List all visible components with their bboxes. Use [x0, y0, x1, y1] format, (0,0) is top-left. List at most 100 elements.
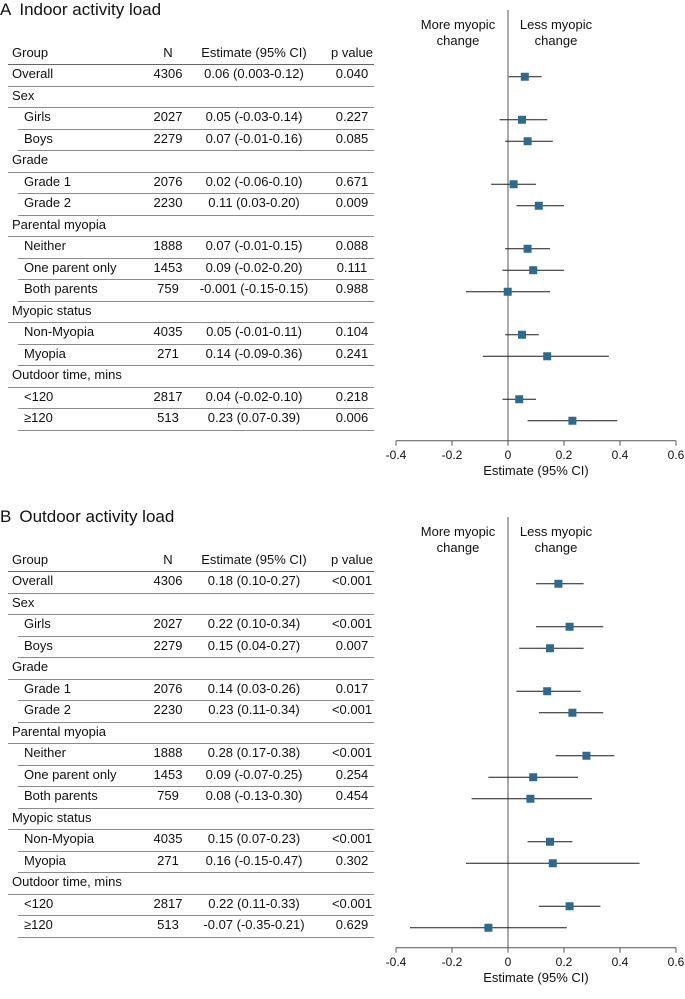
direction-label-line: change: [436, 33, 480, 48]
row-rule: [18, 915, 374, 916]
row-label: One parent only: [24, 766, 117, 782]
row-rule: [18, 936, 374, 938]
row-label: Grade 1: [24, 680, 71, 696]
row-estimate: 0.11 (0.03-0.20): [208, 195, 300, 210]
less-myopic-label: Less myopic change: [506, 17, 606, 49]
row-p-value: 0.017: [335, 680, 369, 696]
row-estimate: 0.06 (0.003-0.12): [204, 66, 304, 81]
row-label: Grade 2: [24, 195, 71, 210]
x-tick-label: -0.4: [386, 955, 407, 969]
row-estimate: 0.16 (-0.15-0.47): [205, 852, 303, 868]
column-header-estimate: Estimate (95% CI): [201, 45, 307, 60]
row-rule: [18, 700, 374, 701]
row-label: Neither: [24, 745, 66, 760]
row-rule: [18, 635, 374, 637]
row-p-value: 0.671: [335, 173, 369, 189]
row-label: Non-Myopia: [24, 324, 95, 339]
subgroup-header: Myopic status: [12, 302, 92, 318]
subgroup-header: Sex: [12, 594, 35, 610]
x-tick-label: 0: [505, 955, 512, 969]
subgroup-header: Sex: [12, 87, 35, 103]
row-estimate: 0.04 (-0.02-0.10): [205, 388, 303, 404]
row-rule: [8, 107, 374, 108]
row-rule: [8, 236, 374, 237]
direction-label-line: change: [436, 540, 480, 555]
estimate-marker: [543, 352, 552, 361]
row-n: 759: [157, 788, 179, 803]
row-p-value: 0.006: [335, 410, 369, 425]
row-estimate: 0.09 (-0.07-0.25): [205, 766, 303, 782]
x-axis-label: Estimate (95% CI): [483, 970, 588, 985]
row-p-value: 0.254: [335, 766, 369, 782]
row-label: Myopia: [24, 345, 66, 361]
row-p-value: <0.001: [331, 895, 373, 911]
row-rule: [18, 214, 374, 216]
estimate-marker: [534, 201, 543, 210]
row-rule: [18, 850, 374, 852]
row-rule: [8, 171, 374, 173]
row-n: 4035: [153, 324, 183, 339]
estimate-marker: [526, 794, 535, 803]
row-label: Girls: [24, 109, 51, 124]
direction-label-line: More myopic: [420, 524, 496, 539]
row-estimate: 0.22 (0.11-0.33): [208, 895, 300, 911]
estimate-marker: [520, 72, 529, 81]
row-p-value: <0.001: [331, 573, 373, 588]
row-estimate: 0.28 (0.17-0.38): [207, 745, 301, 760]
estimate-marker: [529, 266, 538, 275]
column-header-estimate: Estimate (95% CI): [201, 552, 307, 567]
direction-label-line: Less myopic: [519, 524, 593, 539]
row-estimate: 0.23 (0.11-0.34): [208, 702, 300, 717]
row-estimate: 0.15 (0.07-0.23): [207, 831, 301, 846]
x-tick-label: -0.2: [442, 955, 463, 969]
row-label: <120: [24, 388, 54, 404]
row-label: Boys: [24, 130, 53, 146]
row-p-value: 0.241: [335, 345, 369, 361]
x-tick-label: 0.4: [612, 955, 629, 969]
row-rule: [18, 408, 374, 409]
row-n: 2076: [153, 173, 183, 189]
column-header-n: N: [163, 552, 173, 567]
row-rule: [18, 764, 374, 766]
subgroup-header: Parental myopia: [12, 216, 106, 232]
subgroup-header: Grade: [12, 152, 49, 167]
row-estimate: 0.14 (-0.09-0.36): [205, 345, 303, 361]
row-rule: [18, 365, 374, 366]
row-estimate: -0.001 (-0.15-0.15): [199, 281, 309, 296]
direction-label-line: Less myopic: [519, 17, 593, 32]
row-n: 1888: [153, 238, 183, 253]
row-n: 2817: [153, 895, 183, 911]
row-n: 271: [157, 852, 179, 868]
row-rule: [8, 743, 374, 744]
row-rule: [8, 386, 374, 388]
row-rule: [18, 721, 374, 723]
row-n: 4306: [153, 573, 183, 588]
estimate-marker: [543, 687, 552, 696]
row-p-value: 0.302: [335, 852, 369, 868]
row-n: 513: [157, 917, 179, 932]
estimate-marker: [546, 644, 554, 653]
row-n: 1888: [153, 745, 183, 760]
row-rule: [18, 257, 374, 259]
row-label: ≥120: [24, 917, 53, 932]
row-rule: [8, 829, 374, 830]
estimate-marker: [568, 416, 577, 425]
x-tick-label: 0.4: [612, 448, 629, 462]
header-rule: [8, 64, 374, 65]
row-n: 2230: [153, 195, 183, 210]
forest-plot: -0.4 -0.2 0 0.2 0.4 0.6 Estimate (95% CI): [386, 10, 685, 478]
row-n: 2076: [153, 680, 183, 696]
column-header-group: Group: [12, 45, 49, 60]
row-p-value: 0.085: [335, 130, 369, 146]
row-p-value: 0.988: [335, 281, 369, 296]
column-header-p: p value: [331, 552, 373, 567]
estimate-marker: [518, 115, 526, 124]
row-rule: [18, 807, 374, 809]
row-label: Non-Myopia: [24, 831, 95, 846]
row-rule: [8, 614, 374, 615]
row-n: 1453: [153, 259, 183, 275]
row-rule: [18, 657, 374, 658]
row-estimate: 0.08 (-0.13-0.30): [205, 788, 303, 803]
row-p-value: <0.001: [331, 616, 373, 631]
panel-title-text: Indoor activity load: [19, 0, 162, 19]
